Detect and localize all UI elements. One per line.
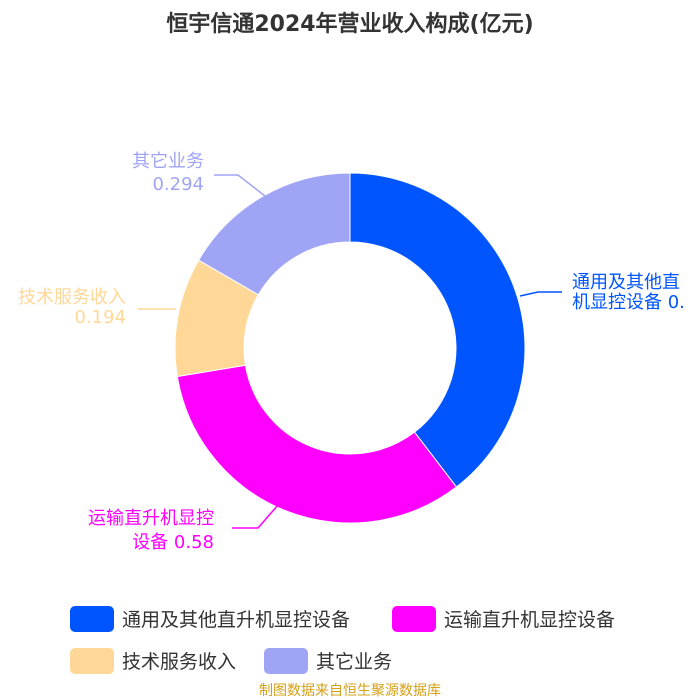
data-label: 设备 0.58 xyxy=(132,532,214,553)
legend-item-other: 其它业务 xyxy=(264,647,392,674)
data-label: 其它业务 xyxy=(132,151,204,172)
leader-line xyxy=(214,174,266,197)
legend-swatch xyxy=(264,647,308,674)
legend-label: 技术服务收入 xyxy=(122,651,237,673)
legend-swatch xyxy=(70,647,114,674)
legend-item-transport-heli: 运输直升机显控设备 xyxy=(392,605,615,632)
legend-item-general-heli: 通用及其他直升机显控设备 xyxy=(70,605,350,632)
legend-swatch xyxy=(70,605,114,632)
chart-title: 恒宇信通2024年营业收入构成(亿元) xyxy=(166,12,534,37)
legend-swatch xyxy=(392,605,436,632)
data-label: 运输直升机显控 xyxy=(88,508,214,529)
slice-transport-heli xyxy=(176,364,458,524)
leader-line xyxy=(519,291,562,297)
data-label: 机显控设备 0. xyxy=(572,292,685,313)
slice-general-heli xyxy=(349,172,526,488)
slice-other xyxy=(197,172,351,296)
legend-label: 运输直升机显控设备 xyxy=(444,609,616,631)
data-label: 通用及其他直 xyxy=(572,272,680,293)
legend-item-tech-service: 技术服务收入 xyxy=(70,647,236,674)
leader-line xyxy=(232,504,279,529)
source-note: 制图数据来自恒生聚源数据库 xyxy=(259,683,441,699)
data-label: 0.294 xyxy=(152,174,204,195)
data-label: 技术服务收入 xyxy=(18,287,126,308)
data-label: 0.194 xyxy=(74,307,126,328)
legend-label: 其它业务 xyxy=(316,651,393,673)
legend-label: 通用及其他直升机显控设备 xyxy=(122,609,351,631)
